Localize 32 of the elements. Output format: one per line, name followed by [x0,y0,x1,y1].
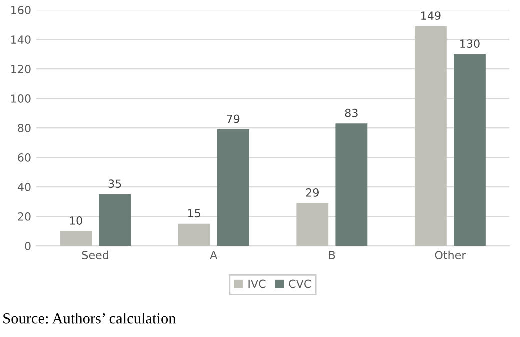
x-tick-label: B [329,251,336,260]
data-label: 35 [108,180,122,188]
y-tick-label: 100 [12,94,31,103]
data-label: 79 [227,114,240,124]
y-tick-label: 120 [12,65,31,74]
y-tick-label: 20 [18,212,31,221]
data-label: 149 [422,12,441,20]
data-label: 130 [460,40,480,48]
source-note: Source: Authors’ calculation [4,313,176,324]
data-label: 83 [345,108,358,118]
x-tick-label: Seed [82,250,108,260]
legend-label: CVC [289,280,312,288]
bar [99,194,132,246]
x-tick-label: A [210,251,218,260]
x-tick-label: Other [435,250,466,260]
y-tick-label: 60 [18,154,31,162]
bar [296,203,329,246]
y-tick-label: 0 [25,242,31,250]
bar [336,124,368,246]
y-tick-label: 140 [12,36,31,44]
data-label: 29 [306,188,319,197]
legend-label: IVC [248,280,266,288]
y-tick-label: 80 [18,124,31,132]
bar [414,26,447,246]
y-tick-label: 40 [18,183,31,192]
bar [454,54,486,246]
data-label: 10 [70,216,82,225]
y-tick-label: 160 [12,6,31,14]
bar [217,130,250,246]
bar [178,224,210,246]
data-label: 15 [188,209,200,218]
bar [60,231,92,246]
